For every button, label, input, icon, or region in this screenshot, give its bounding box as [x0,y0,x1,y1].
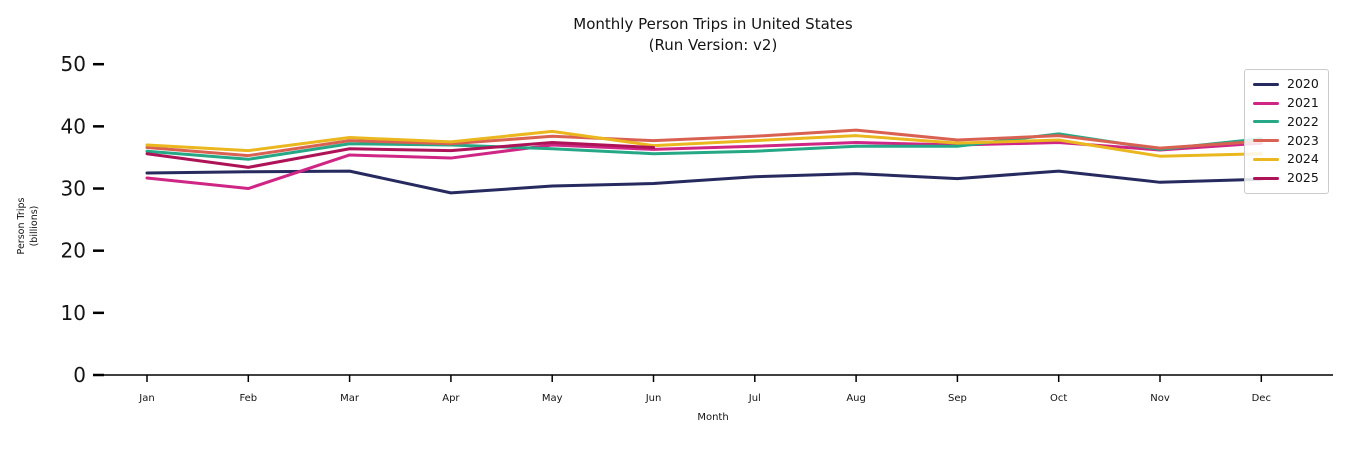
legend-label-2021: 2021 [1287,94,1319,110]
legend: 2020 2021 2022 2023 2024 2025 [1244,69,1329,194]
legend-item-2025: 2025 [1253,169,1319,188]
legend-label-2024: 2024 [1287,151,1319,167]
x-tick-label: Mar [340,393,360,404]
series-line-2023 [145,128,1263,158]
legend-swatch-2020 [1253,82,1279,86]
series-line-2020 [145,169,1263,195]
legend-item-2021: 2021 [1253,94,1319,113]
y-tick-label: 30 [61,177,86,201]
x-tick-label: Jun [645,393,662,404]
chart-title: Monthly Person Trips in United States (R… [573,14,852,56]
x-tick-label: Jan [138,393,154,404]
legend-label-2022: 2022 [1287,113,1319,129]
y-tick-label: 10 [61,301,86,325]
y-tick-label: 20 [61,239,86,263]
series-line-2024 [145,129,1263,158]
legend-swatch-2023 [1253,139,1279,143]
y-axis-label: Person Trips (billions) [15,198,41,255]
x-tick-label: Feb [239,393,257,404]
series-line-2025 [145,141,655,169]
x-tick-label: Apr [442,393,460,404]
y-tick-label: 50 [61,52,86,76]
chart-title-line1: Monthly Person Trips in United States [573,15,853,33]
x-axis-label: Month [697,412,729,423]
legend-item-2022: 2022 [1253,113,1319,132]
legend-swatch-2024 [1253,158,1279,162]
legend-swatch-2021 [1253,101,1279,105]
legend-item-2020: 2020 [1253,75,1319,94]
y-axis-label-line1: Person Trips [16,197,27,255]
y-tick-label: 40 [61,114,86,138]
x-tick-label: May [542,393,563,404]
chart-title-line2: (Run Version: v2) [648,36,778,54]
x-tick-label: Jul [748,393,761,404]
x-tick-label: Oct [1050,393,1067,404]
legend-label-2023: 2023 [1287,132,1319,148]
x-tick-label: Nov [1150,393,1170,404]
x-tick-label: Aug [846,393,866,404]
legend-label-2025: 2025 [1287,170,1319,186]
y-tick-label: 0 [73,363,86,387]
x-tick-label: Sep [948,393,967,404]
legend-item-2024: 2024 [1253,150,1319,169]
legend-swatch-2025 [1253,176,1279,180]
y-axis-label-line2: (billions) [29,205,40,247]
x-tick-label: Dec [1252,393,1271,404]
legend-item-2023: 2023 [1253,131,1319,150]
legend-swatch-2022 [1253,120,1279,124]
legend-label-2020: 2020 [1287,76,1319,92]
